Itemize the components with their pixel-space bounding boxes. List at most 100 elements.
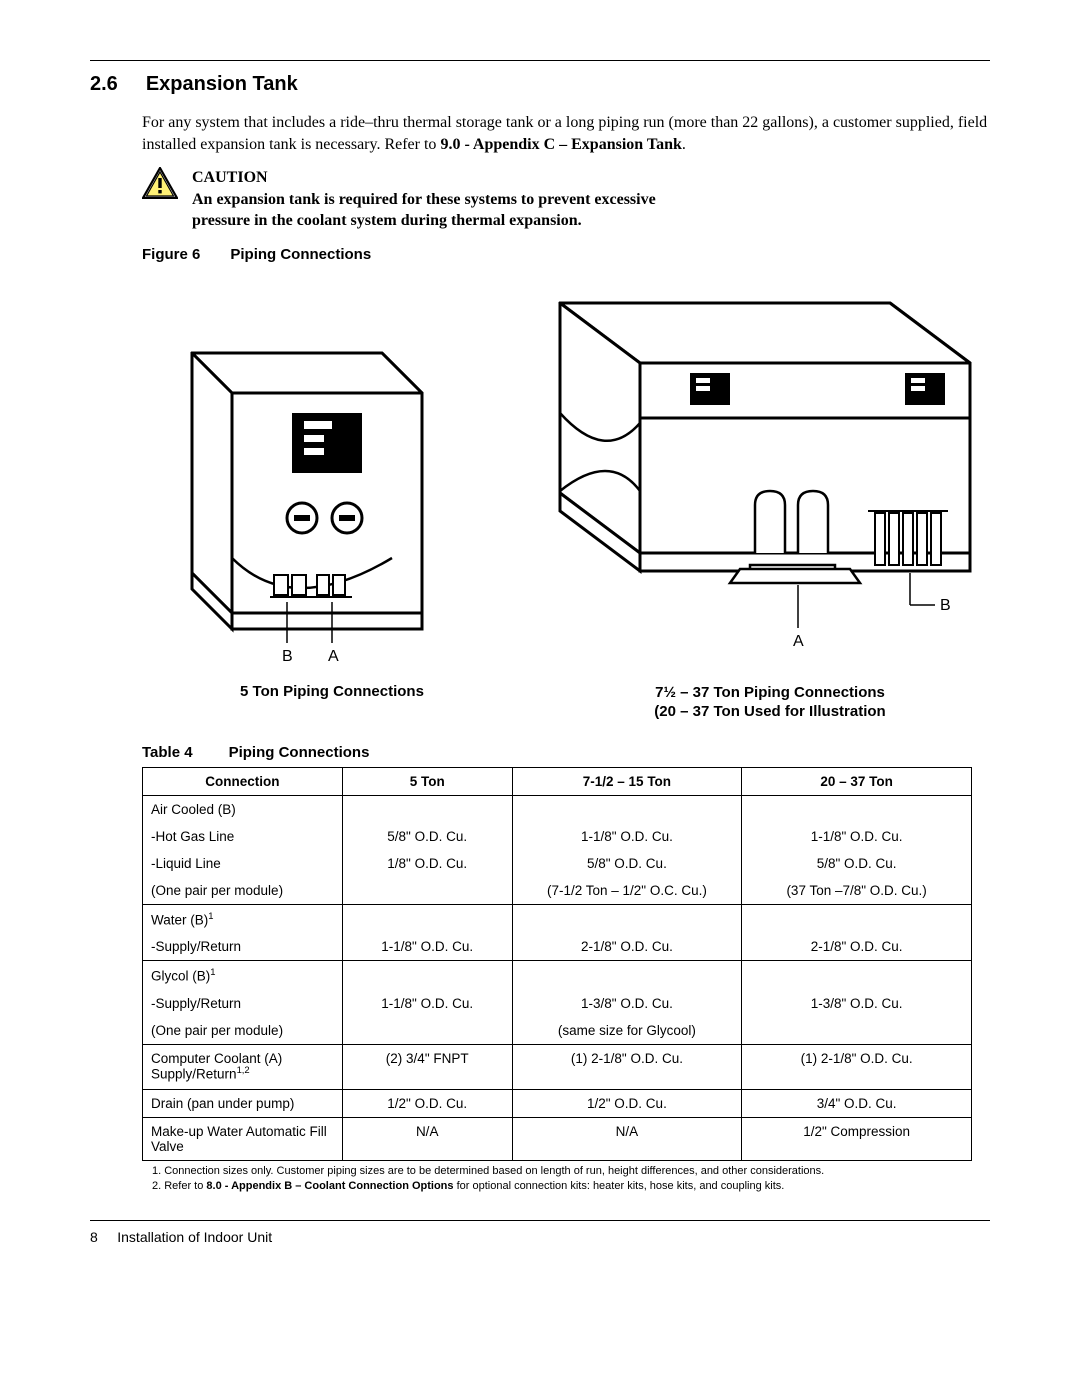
table-cell: Drain (pan under pump) (143, 1089, 343, 1117)
table-label: Table 4 (142, 744, 193, 761)
table-row: Make-up Water Automatic Fill ValveN/AN/A… (143, 1117, 972, 1160)
table-cell: 5/8" O.D. Cu. (512, 850, 742, 877)
figure-sublabel-left: 5 Ton Piping Connections (142, 683, 522, 722)
table-cell: -Supply/Return (143, 990, 343, 1017)
section-number: 2.6 (90, 73, 118, 96)
table-cell: 1/8" O.D. Cu. (342, 850, 512, 877)
figure-left-svg: B A (142, 313, 462, 673)
svg-text:A: A (328, 648, 339, 665)
table-title: Piping Connections (229, 744, 370, 761)
figure-sublabels: 5 Ton Piping Connections 7½ – 37 Ton Pip… (142, 683, 990, 722)
table-cell: 2-1/8" O.D. Cu. (742, 933, 972, 961)
figure-sublabel-right-1: 7½ – 37 Ton Piping Connections (655, 684, 885, 701)
figure-label: Figure 6 (142, 246, 200, 263)
table-header-cell: 20 – 37 Ton (742, 767, 972, 795)
table-header-cell: 7-1/2 – 15 Ton (512, 767, 742, 795)
table-cell (742, 1017, 972, 1045)
footnotes: 1. Connection sizes only. Customer pipin… (152, 1165, 972, 1195)
table-header-cell: 5 Ton (342, 767, 512, 795)
footnote-1: 1. Connection sizes only. Customer pipin… (152, 1165, 972, 1179)
figures-row: B A (142, 273, 990, 673)
figure-sublabel-right: 7½ – 37 Ton Piping Connections (20 – 37 … (550, 683, 990, 722)
table-cell: (2) 3/4" FNPT (342, 1044, 512, 1089)
table-cell: N/A (512, 1117, 742, 1160)
page-number: 8 (90, 1229, 98, 1245)
table-row: Drain (pan under pump)1/2" O.D. Cu.1/2" … (143, 1089, 972, 1117)
table-cell (742, 795, 972, 823)
table-cell: (37 Ton –7/8" O.D. Cu.) (742, 877, 972, 905)
table-cell: 1-1/8" O.D. Cu. (512, 823, 742, 850)
top-rule (90, 60, 990, 61)
table-cell: 5/8" O.D. Cu. (742, 850, 972, 877)
table-cell: 5/8" O.D. Cu. (342, 823, 512, 850)
table-cell: -Supply/Return (143, 933, 343, 961)
table-cell: (1) 2-1/8" O.D. Cu. (512, 1044, 742, 1089)
table-cell: (One pair per module) (143, 877, 343, 905)
intro-paragraph: For any system that includes a ride–thru… (142, 112, 990, 155)
table-cell: 1/2" Compression (742, 1117, 972, 1160)
caution-block: CAUTION An expansion tank is required fo… (142, 167, 990, 232)
table-body: Air Cooled (B)-Hot Gas Line5/8" O.D. Cu.… (143, 795, 972, 1160)
table-cell: 1-3/8" O.D. Cu. (742, 990, 972, 1017)
table-cell: -Liquid Line (143, 850, 343, 877)
table-cell: 1-1/8" O.D. Cu. (342, 933, 512, 961)
figure-sublabel-right-2: (20 – 37 Ton Used for Illustration (654, 703, 885, 720)
table-cell: 3/4" O.D. Cu. (742, 1089, 972, 1117)
figure-title: Piping Connections (230, 246, 371, 263)
table-row: (One pair per module) (same size for Glyc… (143, 1017, 972, 1045)
table-cell: Glycol (B)1 (143, 961, 343, 990)
svg-text:B: B (282, 648, 293, 665)
page-footer: 8 Installation of Indoor Unit (90, 1229, 990, 1245)
table-row: Water (B)1 (143, 904, 972, 933)
piping-connections-table: Connection5 Ton7-1/2 – 15 Ton20 – 37 Ton… (142, 767, 972, 1161)
table-cell (342, 795, 512, 823)
table-row: -Liquid Line1/8" O.D. Cu.5/8" O.D. Cu.5/… (143, 850, 972, 877)
table-cell (342, 904, 512, 933)
table-cell: 1-1/8" O.D. Cu. (742, 823, 972, 850)
table-row: -Supply/Return1-1/8" O.D. Cu. 2-1/8" O.D.… (143, 933, 972, 961)
table-cell: -Hot Gas Line (143, 823, 343, 850)
table-cell (342, 877, 512, 905)
table-cell (512, 904, 742, 933)
svg-text:B: B (940, 597, 951, 614)
intro-ref-bold: 9.0 - Appendix C – Expansion Tank (440, 136, 681, 153)
table-cell: 1/2" O.D. Cu. (342, 1089, 512, 1117)
table-cell: 1-1/8" O.D. Cu. (342, 990, 512, 1017)
footnote-2-lead: 2. Refer to (152, 1180, 206, 1192)
table-header-row: Connection5 Ton7-1/2 – 15 Ton20 – 37 Ton (143, 767, 972, 795)
table-cell: (7-1/2 Ton – 1/2" O.C. Cu.) (512, 877, 742, 905)
table-header-cell: Connection (143, 767, 343, 795)
table-row: -Hot Gas Line5/8" O.D. Cu.1-1/8" O.D. Cu… (143, 823, 972, 850)
table-cell (742, 961, 972, 990)
table-cell (512, 795, 742, 823)
table-cell (512, 961, 742, 990)
caution-text: CAUTION An expansion tank is required fo… (192, 167, 712, 232)
svg-text:A: A (793, 633, 804, 650)
figure-right-svg: A B (520, 273, 990, 673)
table-cell: Computer Coolant (A) Supply/Return1,2 (143, 1044, 343, 1089)
table-cell: (One pair per module) (143, 1017, 343, 1045)
table-cell: (same size for Glycool) (512, 1017, 742, 1045)
footnote-2: 2. Refer to 8.0 - Appendix B – Coolant C… (152, 1180, 972, 1194)
table-row: Computer Coolant (A) Supply/Return1,2(2)… (143, 1044, 972, 1089)
figure-caption: Figure 6 Piping Connections (142, 246, 990, 263)
table-cell: (1) 2-1/8" O.D. Cu. (742, 1044, 972, 1089)
intro-period: . (682, 136, 686, 153)
table-cell (742, 904, 972, 933)
table-cell: N/A (342, 1117, 512, 1160)
table-row: -Supply/Return1-1/8" O.D. Cu. 1-3/8" O.D.… (143, 990, 972, 1017)
caution-icon (142, 167, 178, 199)
table-cell: 1/2" O.D. Cu. (512, 1089, 742, 1117)
table-cell (342, 1017, 512, 1045)
figure-left: B A (142, 313, 462, 673)
footer-rule (90, 1220, 990, 1221)
section-heading: 2.6 Expansion Tank (90, 73, 990, 96)
figure-right: A B (520, 273, 990, 673)
table-row: Air Cooled (B) (143, 795, 972, 823)
footer-text: Installation of Indoor Unit (117, 1229, 272, 1245)
section-title: Expansion Tank (146, 73, 298, 96)
footnote-2-bold: 8.0 - Appendix B – Coolant Connection Op… (206, 1180, 453, 1192)
table-cell: Make-up Water Automatic Fill Valve (143, 1117, 343, 1160)
table-cell: Air Cooled (B) (143, 795, 343, 823)
table-caption: Table 4 Piping Connections (142, 744, 990, 761)
